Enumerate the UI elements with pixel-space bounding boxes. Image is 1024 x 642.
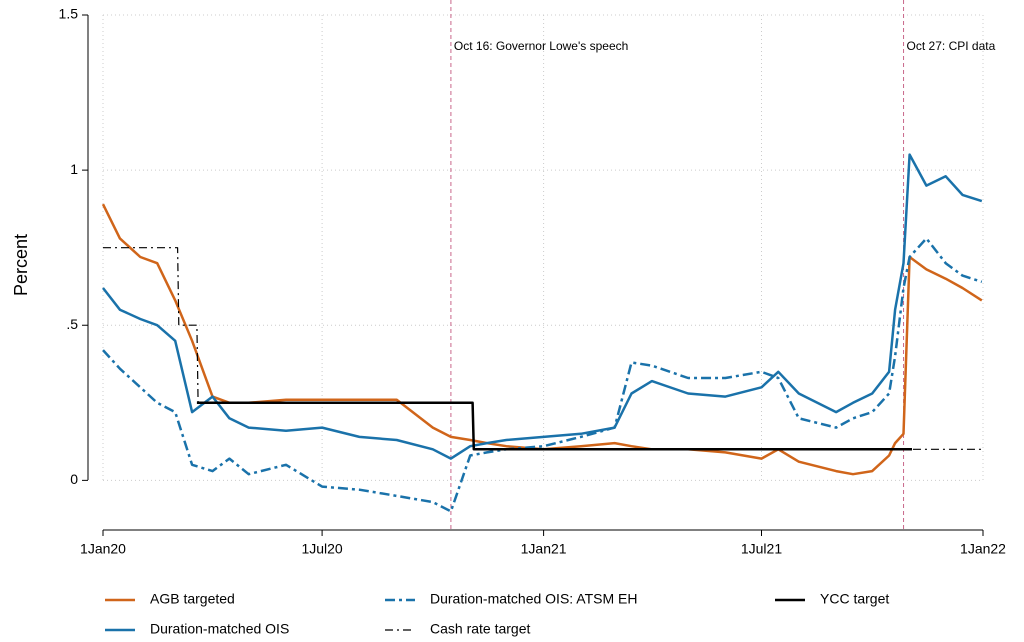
- series-line: [101, 203, 983, 476]
- x-tick-label: 1Jul21: [741, 541, 782, 557]
- series-line: [102, 237, 983, 513]
- series-line: [196, 401, 912, 451]
- series-line: [102, 153, 983, 460]
- x-tick-label: 1Jan22: [960, 541, 1006, 557]
- y-tick-label: 1: [70, 161, 78, 177]
- x-tick-label: 1Jul20: [301, 541, 342, 557]
- legend-label: Duration-matched OIS: ATSM EH: [430, 591, 637, 607]
- x-tick-label: 1Jan20: [80, 541, 126, 557]
- legend-label: Cash rate target: [430, 621, 530, 637]
- y-axis-label: Percent: [11, 234, 31, 296]
- y-tick-label: .5: [66, 316, 78, 332]
- legend-label: AGB targeted: [150, 591, 235, 607]
- x-tick-label: 1Jan21: [521, 541, 567, 557]
- y-tick-label: 1.5: [59, 6, 79, 22]
- y-tick-label: 0: [70, 471, 78, 487]
- annotation: Oct 27: CPI data: [907, 39, 996, 53]
- annotation: Oct 16: Governor Lowe's speech: [454, 39, 628, 53]
- legend-label: YCC target: [820, 591, 889, 607]
- legend-label: Duration-matched OIS: [150, 621, 289, 637]
- series-line: [103, 247, 982, 450]
